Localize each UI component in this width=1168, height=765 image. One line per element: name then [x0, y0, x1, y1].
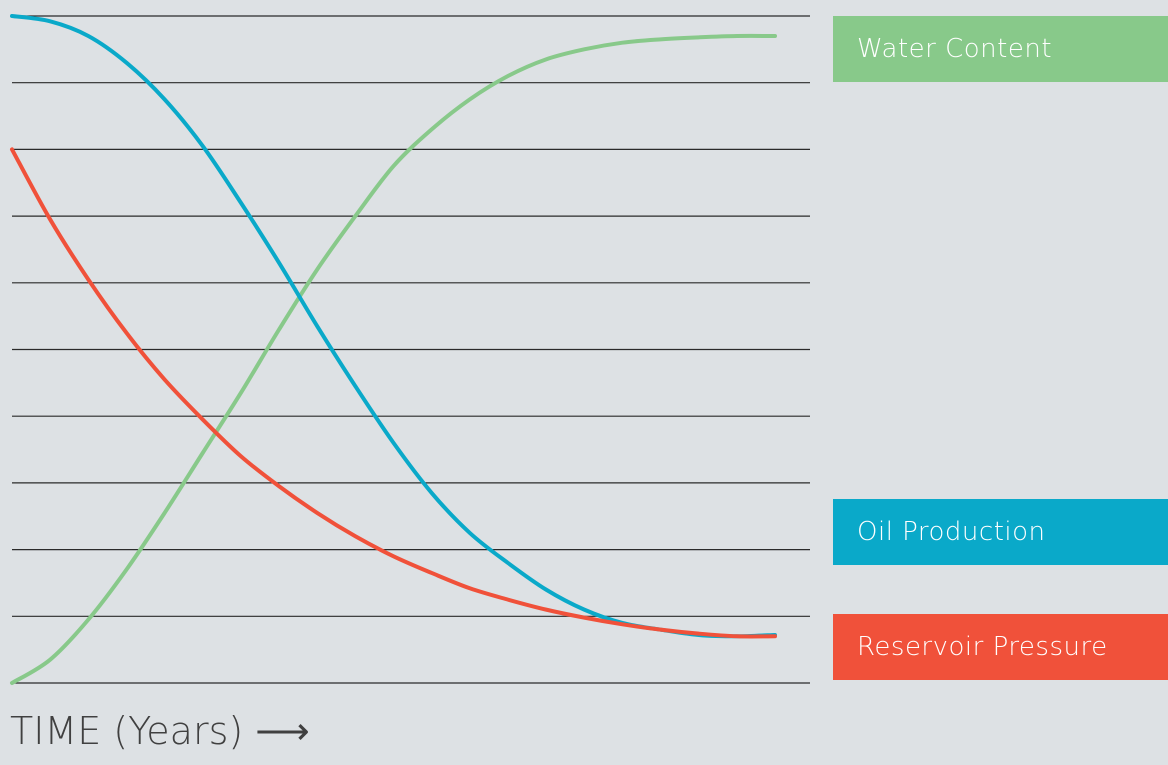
legend-water-content: Water Content [833, 16, 1168, 82]
series-line-oil-production [10, 14, 777, 639]
line-chart [10, 14, 810, 685]
legend-oil-production: Oil Production [833, 499, 1168, 565]
series-line-water-content [10, 33, 777, 685]
gridlines [12, 15, 810, 684]
series-line-reservoir-pressure [10, 147, 777, 639]
series-lines [10, 14, 777, 685]
legend-reservoir-pressure: Reservoir Pressure [833, 614, 1168, 680]
x-axis-label: TIME (Years) ⟶ [10, 709, 310, 753]
